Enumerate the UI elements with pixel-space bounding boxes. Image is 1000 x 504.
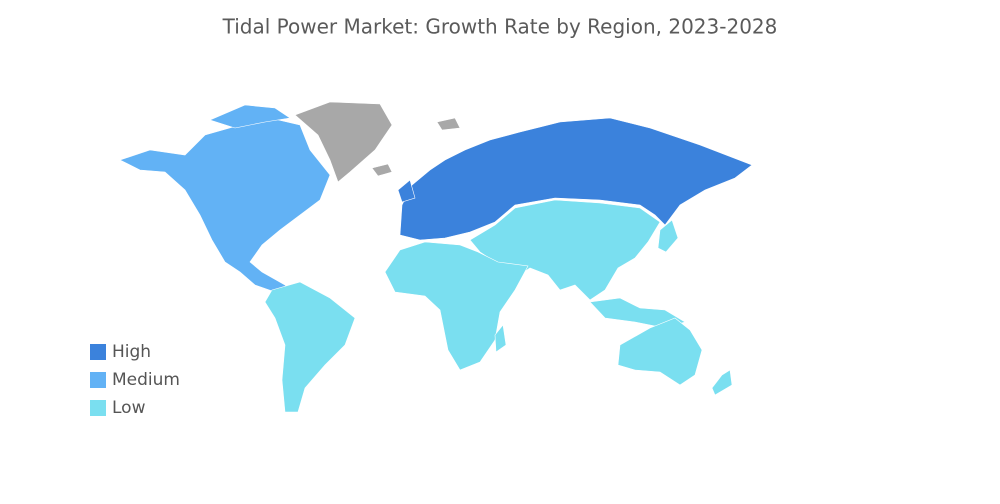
europe-russia (399, 117, 753, 241)
madagascar (494, 324, 507, 353)
australia (617, 317, 703, 386)
indonesia (589, 297, 686, 329)
legend: High Medium Low (90, 342, 180, 418)
legend-swatch (90, 400, 106, 416)
world-map (119, 101, 753, 413)
legend-label: Medium (112, 370, 180, 390)
africa (384, 241, 529, 371)
new-zealand (711, 369, 733, 396)
uk (397, 179, 416, 203)
iceland (371, 163, 393, 177)
legend-swatch (90, 344, 106, 360)
greenland (294, 101, 393, 183)
legend-label: Low (112, 398, 146, 418)
south-america (264, 281, 356, 413)
canadian-islands (209, 104, 291, 129)
map-title: Tidal Power Market: Growth Rate by Regio… (222, 15, 778, 39)
svalbard (436, 117, 461, 131)
japan (657, 219, 679, 253)
legend-swatch (90, 372, 106, 388)
legend-label: High (112, 342, 151, 362)
